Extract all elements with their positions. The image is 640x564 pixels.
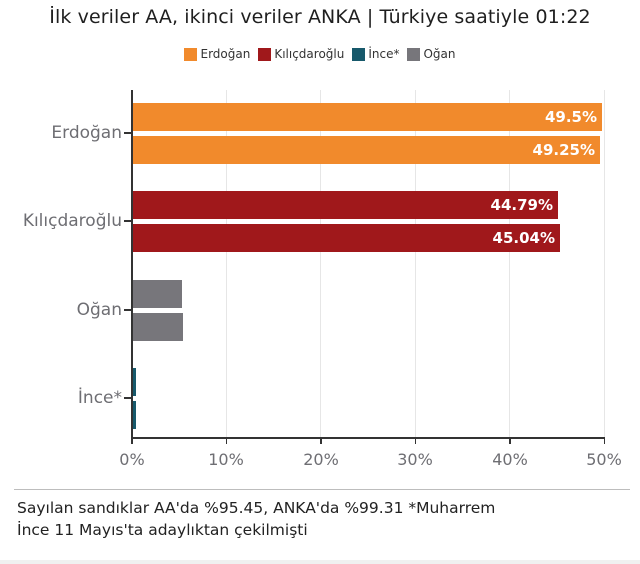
plot-area: 49.5% 49.25% Erdoğan 44.79% 45.04% Kılıç… [23,90,622,469]
footer-divider [14,489,630,490]
swatch-kilicdaroglu-icon [258,47,272,61]
chart-title: İlk veriler AA, ikinci veriler ANKA | Tü… [49,6,591,28]
legend-label: Oğan [423,47,456,61]
swatch-ogan-icon [407,47,421,61]
x-tick-label: 10% [208,450,244,469]
y-tick [124,132,131,134]
y-label-ogan: Oğan [76,300,122,320]
y-tick [124,397,131,399]
bar-kilicdaroglu-aa: 44.79% [132,191,558,219]
footer-line-1: Sayılan sandıklar AA'da %95.45, ANKA'da … [17,499,496,517]
gridline [320,90,322,438]
footer-line-2: İnce 11 Mayıs'ta adaylıktan çekilmişti [17,521,308,539]
x-tick [320,438,322,444]
footer-note: Sayılan sandıklar AA'da %95.45, ANKA'da … [17,497,577,541]
gridline [225,90,227,438]
legend-item-kilicdaroglu: Kılıçdaroğlu [258,47,344,61]
x-tick-label: 20% [303,450,339,469]
gridline [509,90,511,438]
x-tick-label: 30% [397,450,433,469]
swatch-ince-icon [352,47,366,61]
bar-ogan-anka [132,313,183,341]
legend-label: İnce* [368,47,400,61]
bar-erdogan-anka: 49.25% [132,136,600,164]
x-tick-label: 0% [119,450,145,469]
legend-item-ince: İnce* [352,47,399,61]
bottom-band [0,560,640,564]
swatch-erdogan-icon [184,47,198,61]
y-label-erdogan: Erdoğan [51,123,122,143]
y-axis [131,90,133,438]
x-axis [131,437,605,439]
bar-value-label: 45.04% [492,229,555,247]
y-tick [124,309,131,311]
x-tick [603,438,605,444]
legend-item-ogan: Oğan [407,47,456,61]
bar-value-label: 49.25% [532,141,595,159]
bar-kilicdaroglu-anka: 45.04% [132,224,560,252]
legend-label: Erdoğan [200,47,251,61]
bar-ince-aa [132,368,136,396]
legend-label: Kılıçdaroğlu [274,47,345,61]
bar-value-label: 44.79% [490,196,553,214]
x-tick [131,438,133,444]
x-tick-label: 40% [492,450,528,469]
bar-ogan-aa [132,280,182,308]
bar-value-label: 49.5% [544,108,597,126]
x-tick-label: 50% [586,450,622,469]
bar-erdogan-aa: 49.5% [132,103,602,131]
x-tick [225,438,228,444]
x-tick [414,438,417,444]
y-label-ince: İnce* [77,388,122,408]
gridline [414,90,416,438]
y-tick [124,220,131,222]
legend: Erdoğan Kılıçdaroğlu İnce* Oğan [0,47,640,61]
y-label-kilicdaroglu: Kılıçdaroğlu [22,211,122,231]
bar-ince-anka [132,401,136,429]
x-tick [509,438,511,444]
legend-item-erdogan: Erdoğan [184,47,250,61]
gridline [604,90,605,438]
